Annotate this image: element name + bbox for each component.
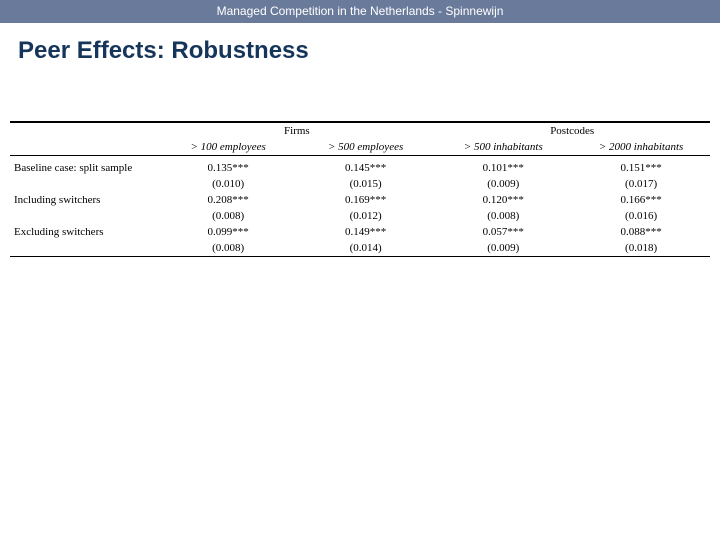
subhead-c3: > 500 inhabitants — [434, 139, 572, 156]
cell-se: (0.016) — [572, 208, 710, 224]
cell-value: 0.208*** — [159, 192, 297, 208]
cell-value: 0.135*** — [159, 160, 297, 176]
cell-se: (0.008) — [159, 240, 297, 257]
cell-se: (0.012) — [297, 208, 435, 224]
cell-se: (0.014) — [297, 240, 435, 257]
cell-se: (0.008) — [434, 208, 572, 224]
table-row: Including switchers 0.208*** 0.169*** 0.… — [10, 192, 710, 208]
subhead-c4: > 2000 inhabitants — [572, 139, 710, 156]
cell-value: 0.120*** — [434, 192, 572, 208]
table-group-header-row: Firms Postcodes — [10, 123, 710, 139]
cell-se: (0.009) — [434, 176, 572, 192]
results-table-area: Firms Postcodes > 100 employees > 500 em… — [10, 121, 710, 257]
slide-title: Peer Effects: Robustness — [18, 37, 720, 65]
cell-se: (0.015) — [297, 176, 435, 192]
cell-value: 0.057*** — [434, 224, 572, 240]
table-row-se: (0.008) (0.014) (0.009) (0.018) — [10, 240, 710, 257]
cell-value: 0.145*** — [297, 160, 435, 176]
row-label: Including switchers — [10, 192, 159, 208]
cell-value: 0.149*** — [297, 224, 435, 240]
table-empty-subheader — [10, 139, 159, 156]
cell-se: (0.010) — [159, 176, 297, 192]
slide-header-bar: Managed Competition in the Netherlands -… — [0, 0, 720, 23]
slide-header-text: Managed Competition in the Netherlands -… — [217, 4, 504, 18]
results-table: Firms Postcodes > 100 employees > 500 em… — [10, 121, 710, 257]
table-row-se: (0.008) (0.012) (0.008) (0.016) — [10, 208, 710, 224]
table-sub-header-row: > 100 employees > 500 employees > 500 in… — [10, 139, 710, 156]
cell-se: (0.008) — [159, 208, 297, 224]
table-row: Baseline case: split sample 0.135*** 0.1… — [10, 160, 710, 176]
row-label: Baseline case: split sample — [10, 160, 159, 176]
group-head-postcodes: Postcodes — [434, 123, 710, 139]
cell-value: 0.088*** — [572, 224, 710, 240]
group-head-firms: Firms — [159, 123, 434, 139]
row-label: Excluding switchers — [10, 224, 159, 240]
cell-se: (0.018) — [572, 240, 710, 257]
cell-se: (0.017) — [572, 176, 710, 192]
cell-value: 0.101*** — [434, 160, 572, 176]
subhead-c2: > 500 employees — [297, 139, 435, 156]
cell-value: 0.099*** — [159, 224, 297, 240]
subhead-c1: > 100 employees — [159, 139, 297, 156]
table-row: Excluding switchers 0.099*** 0.149*** 0.… — [10, 224, 710, 240]
cell-se: (0.009) — [434, 240, 572, 257]
cell-value: 0.166*** — [572, 192, 710, 208]
table-empty-header — [10, 123, 159, 139]
table-row-se: (0.010) (0.015) (0.009) (0.017) — [10, 176, 710, 192]
cell-value: 0.169*** — [297, 192, 435, 208]
cell-value: 0.151*** — [572, 160, 710, 176]
